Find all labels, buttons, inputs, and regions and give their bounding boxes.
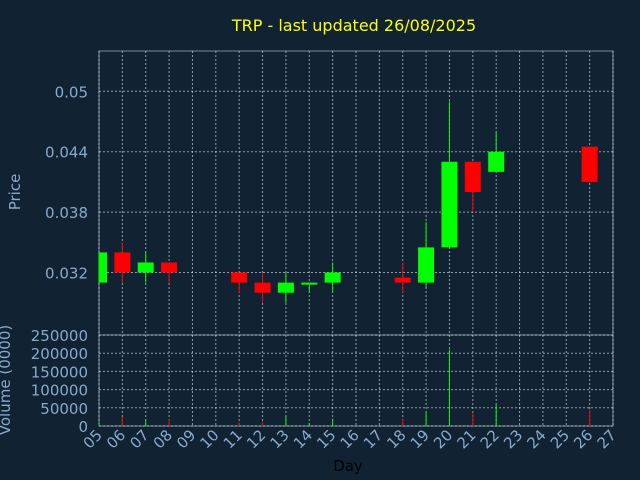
day-tick-label: 24 [524,426,550,452]
chart-title: TRP - last updated 26/08/2025 [231,16,476,35]
day-tick-label: 22 [477,426,503,452]
volume-tick-label: 0 [78,418,88,436]
price-axis-ticks: 0.05 0.044 0.038 0.032 [45,83,88,282]
day-tick-label: 26 [570,426,596,452]
day-tick-label: 10 [196,426,222,452]
day-tick-label: 11 [220,426,246,452]
volume-tick-label: 250000 [31,327,88,345]
day-tick-label: 09 [173,426,199,452]
day-tick-label: 19 [407,426,433,452]
day-tick-label: 13 [267,426,293,452]
day-tick-label: 20 [430,426,456,452]
volume-tick-label: 200000 [31,345,88,363]
candle-body [137,262,154,273]
day-tick-label: 16 [337,426,363,452]
day-tick-label: 06 [103,426,129,452]
day-tick-label: 07 [126,426,152,452]
volume-tick-label: 150000 [31,363,88,381]
candle-body [441,161,458,248]
candle-body [488,151,505,172]
day-axis-label: Day [333,457,363,475]
candle-body [254,282,271,293]
day-tick-label: 14 [290,426,316,452]
grid [98,51,614,427]
day-tick-label: 21 [453,426,479,452]
candle-body [394,277,411,283]
candle-body [277,282,294,293]
candle-body [161,262,178,273]
candles [98,101,598,303]
candle-body [464,161,481,192]
volume-bars [98,349,591,426]
price-axis-label: Price [6,174,24,211]
day-axis-ticks: 0506070809101112131415161718192021222324… [80,426,620,452]
candle-body [301,282,318,285]
candle-body [231,272,248,283]
candle-body [418,247,435,283]
candle-body [324,272,341,283]
price-tick-label: 0.038 [45,204,88,222]
day-tick-label: 23 [500,426,526,452]
day-tick-label: 08 [150,426,176,452]
day-tick-label: 17 [360,426,386,452]
price-tick-label: 0.044 [45,144,88,162]
candle-body [114,252,131,273]
day-tick-label: 18 [383,426,409,452]
price-tick-label: 0.05 [55,83,88,101]
day-tick-label: 15 [313,426,339,452]
candle-body [99,252,107,283]
volume-tick-label: 100000 [31,382,88,400]
day-tick-label: 25 [547,426,573,452]
volume-axis-label: Volume (0000) [0,325,14,435]
day-tick-label: 27 [594,426,620,452]
price-tick-label: 0.032 [45,265,88,283]
day-tick-label: 12 [243,426,269,452]
volume-tick-label: 50000 [40,400,88,418]
candle-body [581,146,598,182]
